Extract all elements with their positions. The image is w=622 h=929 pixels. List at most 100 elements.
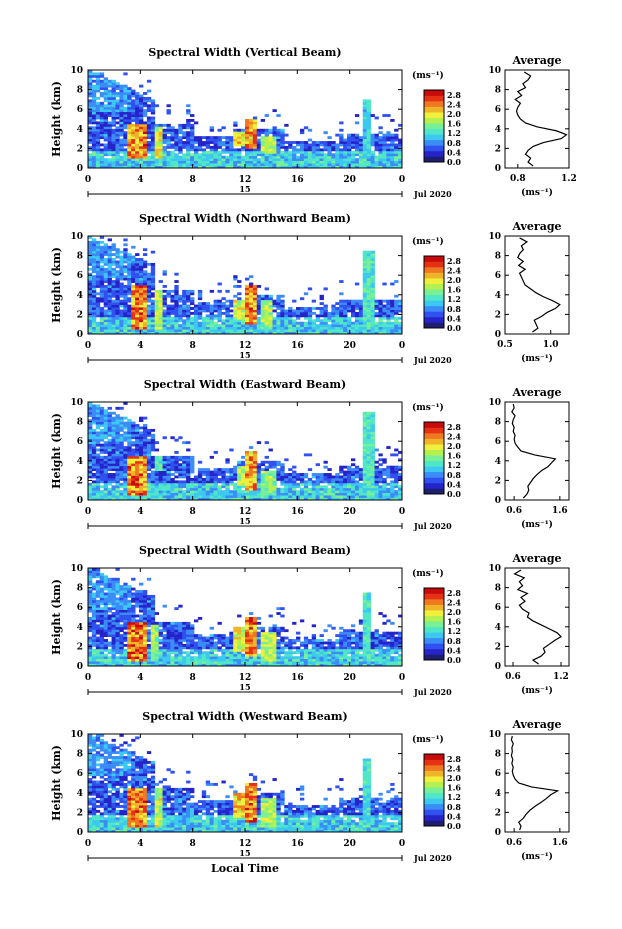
profile-title: Average <box>511 220 561 233</box>
colorbar-segment <box>424 300 444 307</box>
colorbar-segment <box>424 471 444 478</box>
profile-title: Average <box>511 718 561 731</box>
y-tick-label: 0 <box>77 164 83 174</box>
colorbar-tick-label: 0.4 <box>447 811 461 821</box>
y-tick-label: 8 <box>77 584 83 594</box>
x-tick-label: 4 <box>137 507 143 517</box>
date-label: Jul 2020 <box>413 189 452 199</box>
colorbar-segment <box>424 626 444 633</box>
colorbar-tick-label: 0.8 <box>447 138 461 148</box>
profile-frame <box>504 733 570 833</box>
x-tick-label: 12 <box>239 341 252 351</box>
colorbar-tick-label: 2.0 <box>447 275 461 285</box>
panel-1: Spectral Width (Northward Beam) 0 2 4 6 8 10 0 4… <box>50 212 570 365</box>
profile-x-axis-label: (ms⁻¹) <box>521 187 553 198</box>
colorbar-segment <box>424 311 444 318</box>
y-tick-label: 8 <box>77 86 83 96</box>
profile-y-label: 10 <box>488 398 501 408</box>
colorbar-tick-label: 2.8 <box>447 422 461 432</box>
colorbar-tick-label: 0.8 <box>447 304 461 314</box>
profile-frame <box>504 69 570 169</box>
colorbar-segment <box>424 289 444 296</box>
colorbar-segment <box>424 643 444 650</box>
colorbar-tick-label: 1.6 <box>447 451 461 461</box>
x-tick-label: 8 <box>190 507 196 517</box>
colorbar-tick-label: 0.0 <box>447 157 461 167</box>
colorbar-segment <box>424 588 444 594</box>
colorbar-segment <box>424 256 444 262</box>
colorbar-segment <box>424 134 444 141</box>
colorbar-frame <box>423 753 445 827</box>
profile-x-label: 1.2 <box>561 174 577 184</box>
y-tick-label: 4 <box>77 789 83 799</box>
profile-y-label: 0 <box>495 164 501 174</box>
profile-y-label: 2 <box>495 476 501 486</box>
colorbar-segment <box>424 765 444 771</box>
colorbar-segment <box>424 820 444 827</box>
colorbar-segment <box>424 759 444 766</box>
colorbar-segment <box>424 139 444 146</box>
colorbar-unit: (ms⁻¹) <box>412 568 444 579</box>
colorbar-segment <box>424 776 444 782</box>
colorbar-unit: (ms⁻¹) <box>412 402 444 413</box>
colorbar-tick-label: 0.4 <box>447 313 461 323</box>
colorbar-frame <box>423 587 445 661</box>
profile-x-label: 0.6 <box>506 506 522 516</box>
colorbar-segment <box>424 632 444 639</box>
profile-x-axis-label: (ms⁻¹) <box>521 353 553 364</box>
profile-y-label: 8 <box>495 86 501 96</box>
x-tick-label: 0 <box>399 341 405 351</box>
colorbar-segment <box>424 460 444 467</box>
profile-line <box>517 237 561 333</box>
profile-y-label: 10 <box>488 564 501 574</box>
colorbar-segment <box>424 615 444 622</box>
colorbar-tick-label: 0.0 <box>447 821 461 831</box>
colorbar-segment <box>424 261 444 268</box>
colorbar-tick-label: 0.4 <box>447 147 461 157</box>
colorbar-segment <box>424 787 444 794</box>
profile-y-label: 6 <box>495 271 501 281</box>
colorbar-tick-label: 0.0 <box>447 489 461 499</box>
x-tick-label: 0 <box>399 507 405 517</box>
profile-x-label: 0.6 <box>506 838 522 848</box>
y-tick-label: 10 <box>70 398 83 408</box>
profile-y-label: 10 <box>488 232 501 242</box>
y-tick-label: 8 <box>77 252 83 262</box>
colorbar-tick-label: 2.4 <box>447 265 461 275</box>
colorbar-tick-label: 1.6 <box>447 285 461 295</box>
colorbar-unit: (ms⁻¹) <box>412 236 444 247</box>
x-tick-label: 4 <box>137 673 143 683</box>
colorbar-segment <box>424 145 444 152</box>
colorbar-segment <box>424 610 444 616</box>
colorbar-segment <box>424 599 444 605</box>
x-tick-label: 8 <box>190 175 196 185</box>
x-tick-label: 16 <box>291 175 304 185</box>
y-axis-label: Height (km) <box>50 413 63 489</box>
profile-y-label: 2 <box>495 144 501 154</box>
colorbar-segment <box>424 316 444 323</box>
y-axis-label: Height (km) <box>50 579 63 655</box>
profile-y-label: 2 <box>495 310 501 320</box>
colorbar-segment <box>424 422 444 428</box>
colorbar-tick-label: 1.2 <box>447 294 461 304</box>
profile-frame <box>504 567 570 667</box>
profile-x-label: 1.6 <box>552 838 568 848</box>
colorbar-tick-label: 2.8 <box>447 754 461 764</box>
profile-y-label: 0 <box>495 330 501 340</box>
heatmap-field <box>88 568 403 667</box>
profile-x-label: 0.5 <box>497 340 513 350</box>
profile-x-axis-label: (ms⁻¹) <box>521 851 553 862</box>
profile-x-label: 1.2 <box>553 672 569 682</box>
y-tick-label: 6 <box>77 271 83 281</box>
profile-y-label: 6 <box>495 603 501 613</box>
x-tick-label: 12 <box>239 839 252 849</box>
y-tick-label: 0 <box>77 330 83 340</box>
colorbar-tick-label: 2.8 <box>447 588 461 598</box>
colorbar-tick-label: 1.6 <box>447 617 461 627</box>
colorbar-segment <box>424 156 444 163</box>
colorbar-tick-label: 0.0 <box>447 323 461 333</box>
day-label: 15 <box>239 184 250 194</box>
x-tick-label: 4 <box>137 341 143 351</box>
profile-y-label: 2 <box>495 808 501 818</box>
colorbar-segment <box>424 267 444 273</box>
